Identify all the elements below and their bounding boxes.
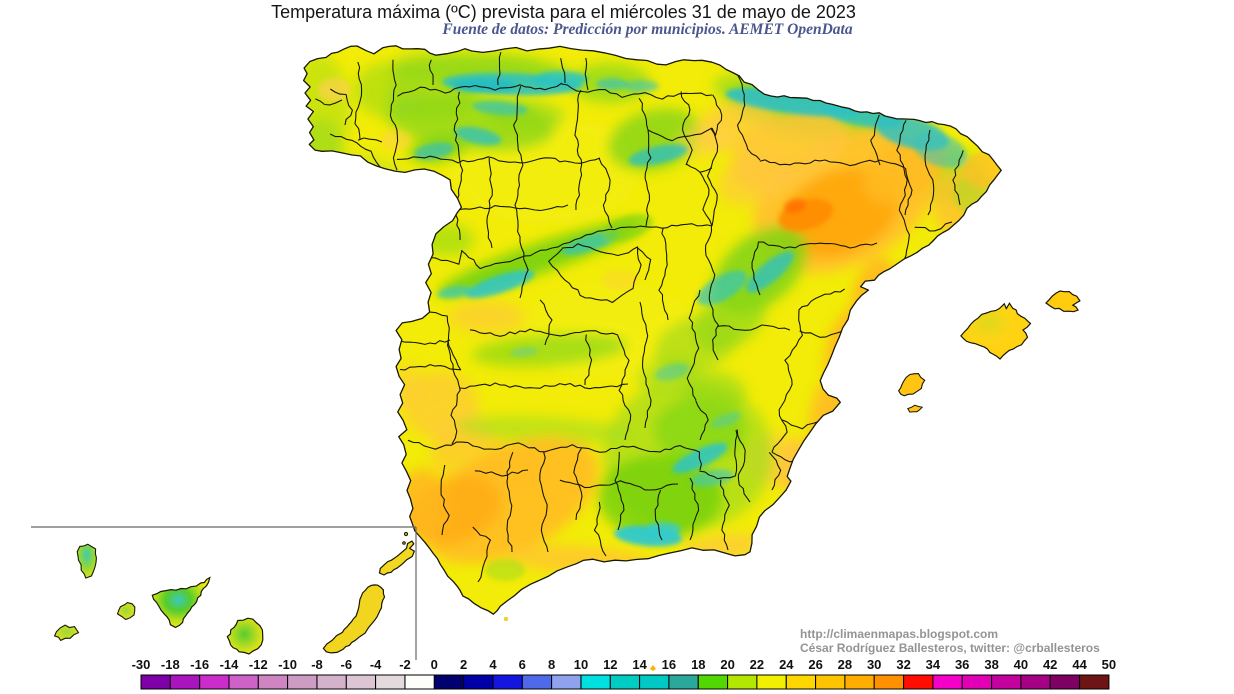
svg-text:0: 0: [431, 657, 438, 672]
svg-text:-10: -10: [278, 657, 297, 672]
svg-text:-30: -30: [132, 657, 151, 672]
svg-text:28: 28: [838, 657, 852, 672]
svg-text:-4: -4: [370, 657, 382, 672]
svg-text:2: 2: [460, 657, 467, 672]
svg-text:-12: -12: [249, 657, 268, 672]
svg-text:-6: -6: [341, 657, 353, 672]
svg-text:12: 12: [603, 657, 617, 672]
svg-text:44: 44: [1072, 657, 1087, 672]
svg-text:40: 40: [1014, 657, 1028, 672]
svg-text:30: 30: [867, 657, 881, 672]
svg-text:4: 4: [489, 657, 497, 672]
svg-text:-14: -14: [220, 657, 240, 672]
svg-text:-18: -18: [161, 657, 180, 672]
svg-text:8: 8: [548, 657, 555, 672]
svg-text:26: 26: [808, 657, 822, 672]
svg-text:14: 14: [632, 657, 647, 672]
svg-text:38: 38: [984, 657, 998, 672]
svg-text:20: 20: [720, 657, 734, 672]
svg-text:24: 24: [779, 657, 794, 672]
svg-text:22: 22: [750, 657, 764, 672]
svg-text:10: 10: [574, 657, 588, 672]
svg-text:-16: -16: [190, 657, 209, 672]
svg-text:-8: -8: [311, 657, 323, 672]
svg-text:18: 18: [691, 657, 705, 672]
svg-text:42: 42: [1043, 657, 1057, 672]
svg-text:50: 50: [1102, 657, 1116, 672]
svg-text:16: 16: [662, 657, 676, 672]
svg-text:36: 36: [955, 657, 969, 672]
svg-text:-2: -2: [399, 657, 411, 672]
svg-text:34: 34: [926, 657, 941, 672]
svg-text:32: 32: [896, 657, 910, 672]
svg-text:6: 6: [519, 657, 526, 672]
